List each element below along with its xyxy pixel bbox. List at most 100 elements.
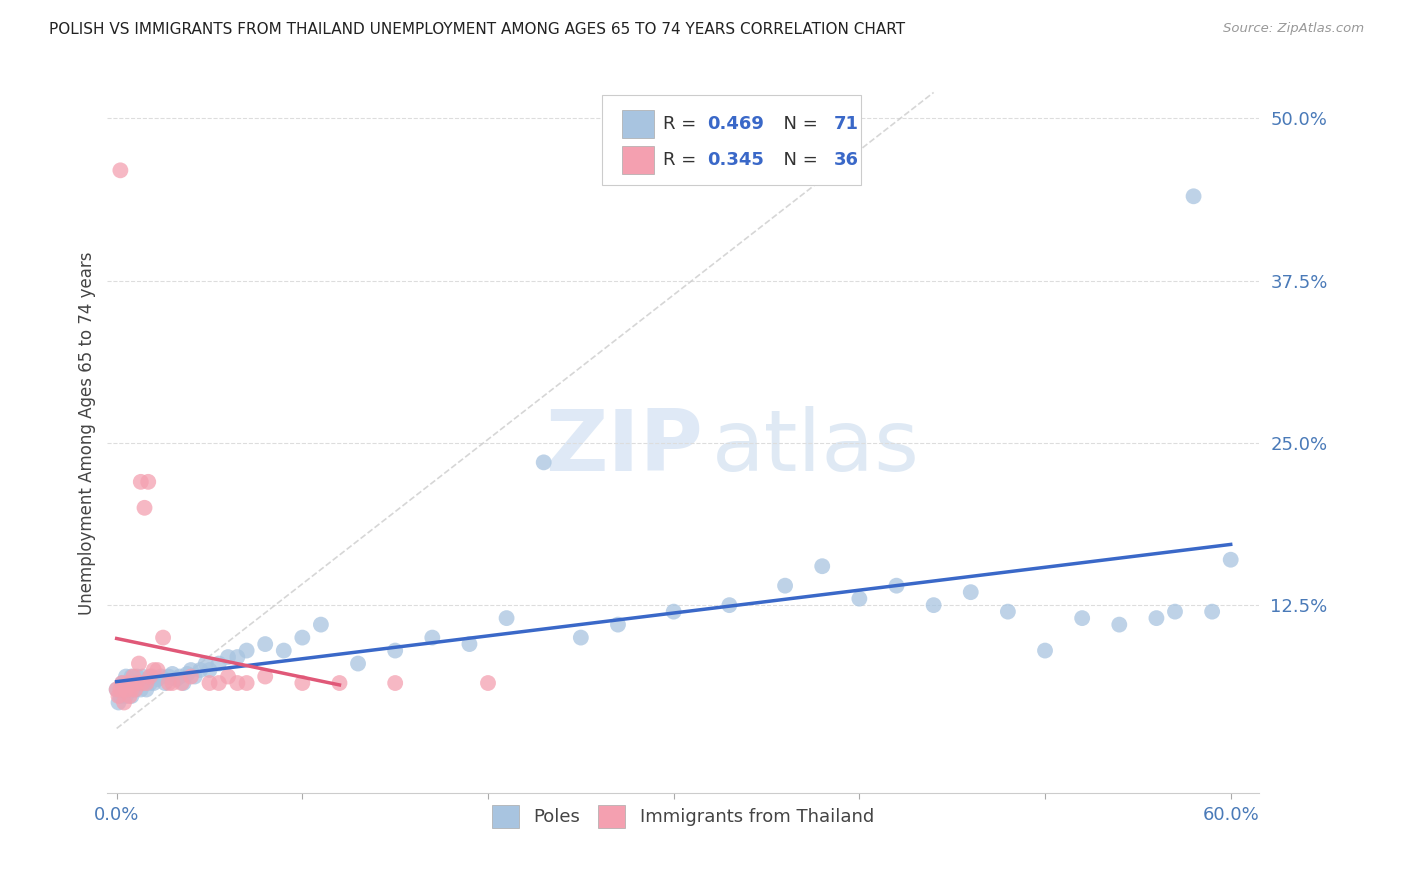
Point [105, 682, 128, 697]
Text: atlas: atlas [711, 406, 920, 489]
Point [107, 696, 129, 710]
Point [458, 637, 481, 651]
Point [146, 663, 169, 677]
Point [718, 598, 741, 612]
Point [135, 676, 157, 690]
Text: Source: ZipAtlas.com: Source: ZipAtlas.com [1223, 22, 1364, 36]
Point [1182, 189, 1205, 203]
Point [118, 676, 141, 690]
Point [254, 637, 277, 651]
Text: R =: R = [664, 115, 703, 133]
Bar [621, 146, 654, 174]
Point [173, 676, 195, 690]
Point [118, 689, 141, 703]
Text: R =: R = [664, 151, 703, 169]
Point [848, 591, 870, 606]
Point [136, 475, 159, 489]
Point [117, 682, 139, 697]
Point [194, 657, 217, 671]
Point [328, 676, 350, 690]
Point [112, 696, 135, 710]
Point [183, 669, 205, 683]
Point [811, 559, 834, 574]
Point [1033, 643, 1056, 657]
Point [198, 663, 221, 677]
Point [235, 676, 257, 690]
Point [235, 643, 257, 657]
Point [139, 669, 162, 683]
Point [157, 676, 180, 690]
Y-axis label: Unemployment Among Ages 65 to 74 years: Unemployment Among Ages 65 to 74 years [79, 252, 96, 615]
Point [922, 598, 945, 612]
Point [886, 579, 908, 593]
Point [495, 611, 517, 625]
Point [150, 669, 173, 683]
Point [110, 163, 132, 178]
Point [420, 631, 443, 645]
Point [115, 682, 138, 697]
Point [111, 676, 134, 690]
Point [124, 676, 146, 690]
Point [117, 676, 139, 690]
Point [131, 676, 153, 690]
Point [180, 663, 202, 677]
Point [128, 657, 150, 671]
Point [208, 676, 231, 690]
Point [384, 643, 406, 657]
Point [254, 669, 277, 683]
Point [226, 650, 249, 665]
Point [217, 669, 239, 683]
Text: N =: N = [772, 151, 823, 169]
Point [121, 689, 143, 703]
Legend: Poles, Immigrants from Thailand: Poles, Immigrants from Thailand [485, 798, 882, 835]
Point [134, 676, 156, 690]
Point [208, 657, 231, 671]
Point [384, 676, 406, 690]
Point [141, 669, 163, 683]
Text: 0.469: 0.469 [707, 115, 763, 133]
Text: ZIP: ZIP [546, 406, 703, 489]
Point [107, 689, 129, 703]
Text: 0.345: 0.345 [707, 151, 763, 169]
Point [124, 682, 146, 697]
Point [162, 667, 184, 681]
Point [291, 676, 314, 690]
Text: N =: N = [772, 115, 823, 133]
Point [1144, 611, 1167, 625]
Point [217, 650, 239, 665]
Point [115, 689, 138, 703]
Point [1071, 611, 1094, 625]
Point [153, 676, 176, 690]
Point [1164, 605, 1187, 619]
Point [121, 682, 143, 697]
Text: 71: 71 [834, 115, 859, 133]
Point [139, 676, 162, 690]
Point [347, 657, 370, 671]
Point [129, 475, 152, 489]
Point [959, 585, 981, 599]
Point [135, 682, 157, 697]
Point [291, 631, 314, 645]
Point [226, 676, 249, 690]
Point [1219, 552, 1241, 566]
Point [105, 682, 128, 697]
Bar [621, 111, 654, 137]
Point [127, 669, 149, 683]
Point [136, 672, 159, 686]
Point [176, 667, 198, 681]
Point [607, 617, 630, 632]
Point [152, 631, 174, 645]
Point [662, 605, 685, 619]
Point [121, 669, 143, 683]
Point [129, 682, 152, 697]
Point [124, 682, 146, 697]
Point [128, 676, 150, 690]
Point [115, 669, 138, 683]
Point [162, 676, 184, 690]
Point [477, 676, 499, 690]
Point [188, 663, 211, 677]
Point [146, 672, 169, 686]
Point [142, 676, 165, 690]
Point [110, 689, 132, 703]
Point [110, 682, 132, 697]
